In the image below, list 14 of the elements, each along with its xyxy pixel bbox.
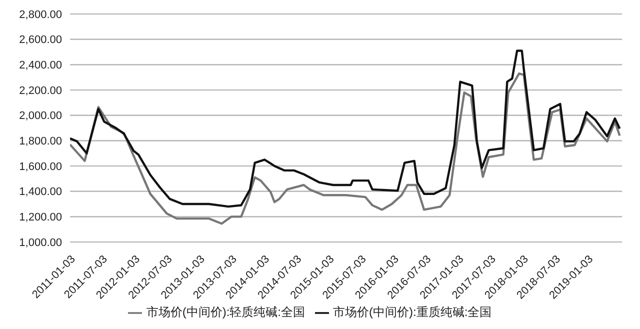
y-tick-label: 1,600.00	[19, 160, 62, 173]
y-tick-label: 2,600.00	[19, 34, 62, 46]
line-series	[70, 72, 621, 225]
y-tick-label: 1,000.00	[19, 236, 62, 249]
y-tick-label: 2,800.00	[19, 8, 62, 21]
y-tick-label: 2,000.00	[19, 110, 62, 122]
legend-label: 市场价(中间价):轻质纯碱:全国	[146, 305, 305, 319]
legend-label: 市场价(中间价):重质纯碱:全国	[333, 305, 492, 319]
y-tick-label: 1,800.00	[19, 136, 62, 148]
y-tick-label: 2,400.00	[19, 60, 62, 72]
line-series	[70, 50, 621, 208]
y-tick-label: 1,200.00	[19, 212, 62, 224]
y-tick-label: 1,400.00	[19, 186, 62, 198]
y-tick-label: 2,200.00	[19, 84, 62, 97]
